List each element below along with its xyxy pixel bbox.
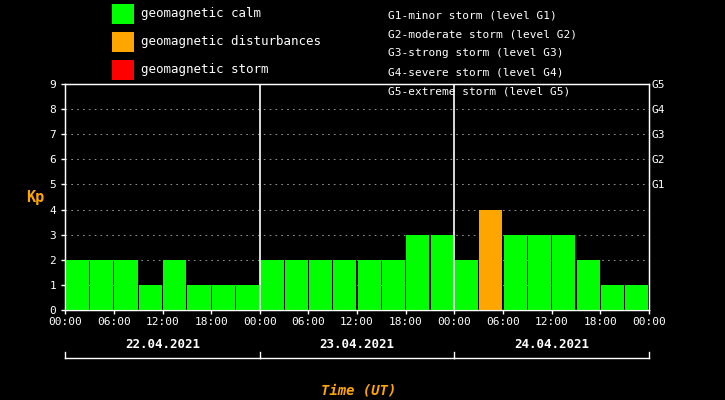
Bar xyxy=(66,260,89,310)
Text: 23.04.2021: 23.04.2021 xyxy=(320,338,394,351)
Bar xyxy=(650,260,673,310)
Bar xyxy=(260,260,283,310)
Bar xyxy=(625,285,648,310)
Bar xyxy=(431,235,454,310)
Bar xyxy=(406,235,429,310)
Text: geomagnetic calm: geomagnetic calm xyxy=(141,8,262,20)
Bar xyxy=(479,210,502,310)
Text: G4-severe storm (level G4): G4-severe storm (level G4) xyxy=(388,68,563,78)
Text: G5-extreme storm (level G5): G5-extreme storm (level G5) xyxy=(388,87,570,97)
Bar xyxy=(188,285,210,310)
Bar xyxy=(138,285,162,310)
Text: geomagnetic storm: geomagnetic storm xyxy=(141,64,269,76)
Bar xyxy=(528,235,551,310)
Bar xyxy=(236,285,259,310)
Bar xyxy=(334,260,357,310)
Bar xyxy=(309,260,332,310)
Bar xyxy=(576,260,600,310)
Bar xyxy=(601,285,624,310)
Bar xyxy=(212,285,235,310)
Text: 24.04.2021: 24.04.2021 xyxy=(514,338,589,351)
Text: G1-minor storm (level G1): G1-minor storm (level G1) xyxy=(388,10,557,20)
Bar xyxy=(90,260,113,310)
Bar xyxy=(455,260,478,310)
Text: G3-strong storm (level G3): G3-strong storm (level G3) xyxy=(388,48,563,58)
Y-axis label: Kp: Kp xyxy=(26,190,45,204)
Text: 22.04.2021: 22.04.2021 xyxy=(125,338,200,351)
Bar xyxy=(163,260,186,310)
Bar xyxy=(115,260,138,310)
Bar xyxy=(504,235,526,310)
Text: G2-moderate storm (level G2): G2-moderate storm (level G2) xyxy=(388,29,577,39)
Bar xyxy=(285,260,308,310)
Text: Time (UT): Time (UT) xyxy=(321,383,397,397)
Bar xyxy=(382,260,405,310)
Text: geomagnetic disturbances: geomagnetic disturbances xyxy=(141,36,321,48)
Bar xyxy=(357,260,381,310)
Bar xyxy=(552,235,576,310)
